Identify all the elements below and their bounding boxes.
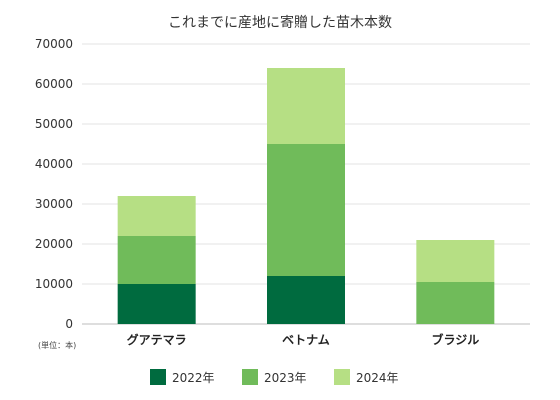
y-tick-label: 40000 bbox=[35, 157, 73, 171]
x-category-label: ブラジル bbox=[431, 332, 479, 347]
y-tick-label: 60000 bbox=[35, 77, 73, 91]
bar-segment bbox=[267, 276, 345, 324]
chart-title: これまでに産地に寄贈した苗木本数 bbox=[168, 15, 392, 31]
bar-segment bbox=[416, 240, 495, 282]
y-tick-label: 10000 bbox=[35, 277, 73, 291]
legend-swatch bbox=[334, 369, 350, 385]
bar-segment bbox=[117, 284, 196, 324]
bar-segment bbox=[117, 236, 196, 284]
x-category-label: ベトナム bbox=[282, 333, 330, 347]
legend-label: 2022年 bbox=[172, 371, 215, 385]
legend-swatch bbox=[242, 369, 258, 385]
bar-segment bbox=[117, 196, 196, 236]
legend-label: 2023年 bbox=[264, 371, 307, 385]
y-tick-label: 70000 bbox=[35, 37, 73, 51]
y-tick-label: 0 bbox=[65, 317, 73, 331]
y-tick-label: 30000 bbox=[35, 197, 73, 211]
legend-label: 2024年 bbox=[356, 371, 399, 385]
y-tick-label: 50000 bbox=[35, 117, 73, 131]
x-category-label: グアテマラ bbox=[127, 332, 187, 347]
bar-segment bbox=[416, 282, 495, 324]
y-tick-label: 20000 bbox=[35, 237, 73, 251]
bar-segment bbox=[267, 144, 345, 276]
unit-note: (単位：本) bbox=[38, 340, 76, 350]
legend-swatch bbox=[150, 369, 166, 385]
bar-segment bbox=[267, 68, 345, 144]
